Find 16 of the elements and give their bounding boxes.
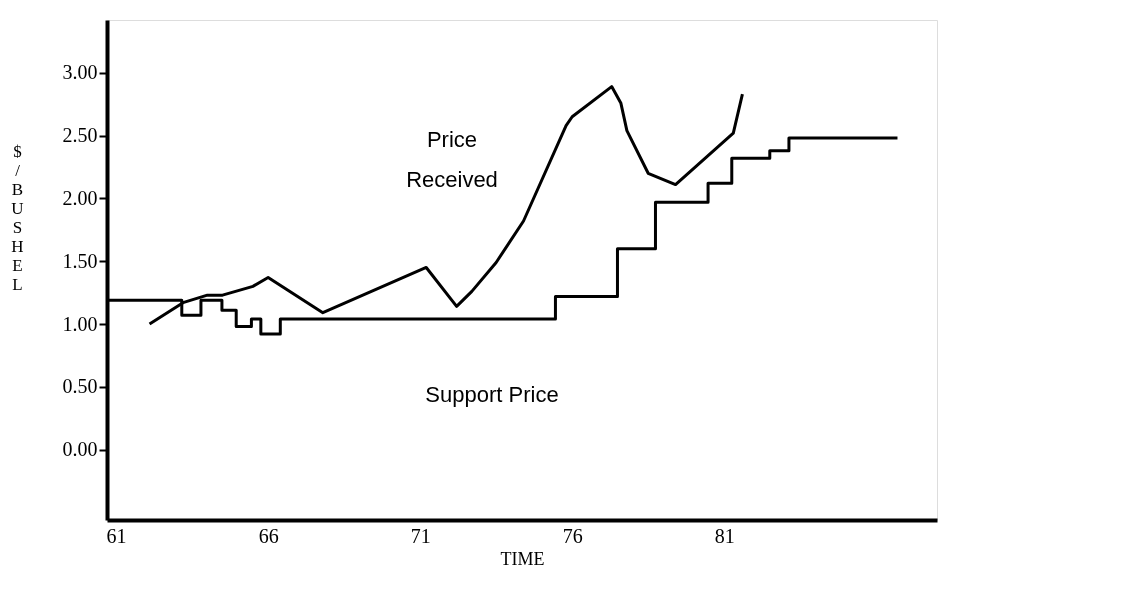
x-tick-label: 66 (258, 524, 279, 547)
x-tick-label: 81 (714, 524, 735, 547)
y-tick-label: 1.00 (62, 312, 98, 335)
y-tick-label: 0.00 (62, 438, 98, 461)
text: Support Price (425, 382, 559, 407)
y-tick-label: 2.50 (62, 124, 98, 147)
y-tick-label: 2.00 (62, 186, 98, 209)
x-tick-label: 76 (562, 524, 583, 547)
y-tick-label: 1.50 (62, 249, 98, 272)
series-label: Price Received (406, 127, 498, 192)
y-axis-title: $/BUSHEL (11, 141, 24, 294)
x-tick-label: 71 (410, 524, 431, 547)
y-tick-label: 0.50 (62, 375, 98, 398)
x-axis-title: TIME (500, 548, 545, 569)
x-tick-label: 61 (106, 524, 127, 547)
y-tick-label: 3.00 (62, 61, 98, 84)
